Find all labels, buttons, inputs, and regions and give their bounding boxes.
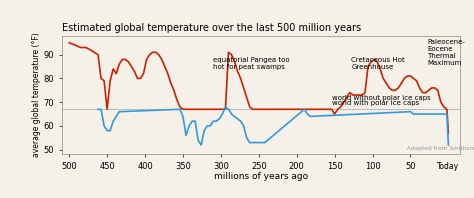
Y-axis label: average global temperature (°F): average global temperature (°F) (32, 33, 41, 157)
Text: Today: Today (438, 162, 459, 170)
Text: Paleocene-
Eocene
Thermal
Maximum: Paleocene- Eocene Thermal Maximum (427, 39, 465, 66)
Text: world with polar ice caps: world with polar ice caps (332, 100, 419, 106)
Text: world without polar ice caps: world without polar ice caps (332, 95, 431, 101)
X-axis label: millions of years ago: millions of years ago (214, 172, 308, 182)
Text: Adapted from Smithsonian Institution: Adapted from Smithsonian Institution (407, 146, 474, 151)
Text: equatorial Pangea too
hot for peat swamps: equatorial Pangea too hot for peat swamp… (213, 57, 290, 70)
Text: Cretaceous Hot
Greenhouse: Cretaceous Hot Greenhouse (351, 57, 405, 70)
Text: Estimated global temperature over the last 500 million years: Estimated global temperature over the la… (62, 24, 361, 33)
